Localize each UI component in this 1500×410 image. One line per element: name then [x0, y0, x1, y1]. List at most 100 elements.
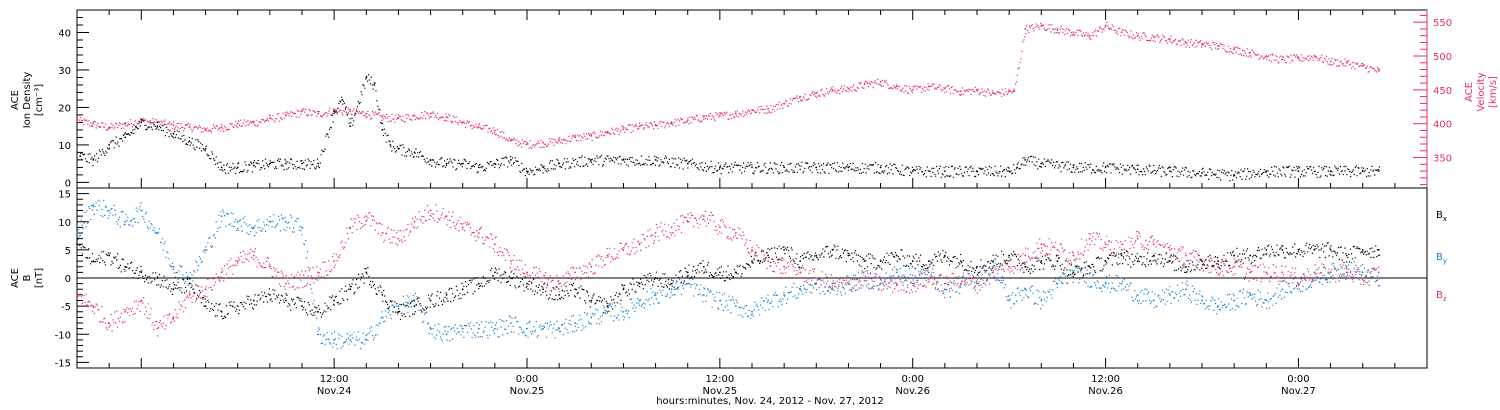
velocity-series-point	[1249, 51, 1252, 54]
bz-series-point	[172, 316, 175, 319]
velocity-series-point	[108, 126, 110, 128]
bx-series-point	[220, 310, 223, 313]
bz-series-point	[365, 215, 368, 218]
bottom-left-tick-label: 15	[58, 190, 71, 201]
density-series-point	[140, 121, 143, 124]
bottom-left-tick-label: -10	[55, 330, 71, 341]
by-series-point	[349, 339, 352, 341]
by-series-point	[590, 316, 593, 319]
bx-series-point	[333, 299, 335, 302]
density-series-point	[269, 162, 271, 165]
bx-series-point	[992, 260, 994, 262]
velocity-series-point	[76, 119, 78, 122]
velocity-series-point	[1152, 36, 1155, 38]
by-series-point	[638, 299, 641, 302]
bx-series-point	[1008, 254, 1010, 257]
by-series-point	[1377, 277, 1380, 279]
bx-series-point	[751, 260, 753, 262]
by-series-point	[252, 226, 255, 229]
bx-series-point	[1201, 260, 1203, 262]
by-series-point	[1233, 299, 1235, 302]
by-series-point	[510, 322, 512, 324]
bz-series-point	[349, 226, 352, 229]
bz-series-point	[735, 232, 737, 234]
top-right-axis-title-line: ACE	[1464, 82, 1475, 102]
bx-series-point	[686, 271, 689, 274]
bz-series-point	[285, 282, 287, 285]
bx-series-point	[799, 260, 802, 262]
velocity-series-point	[1345, 61, 1348, 64]
bz-series-point	[606, 254, 609, 257]
velocity-series-point	[269, 117, 271, 120]
by-series-point	[1136, 294, 1139, 296]
bz-series-point	[526, 271, 528, 274]
velocity-series-point	[622, 128, 625, 131]
bx-series-point	[526, 282, 528, 285]
bx-series-point	[494, 271, 496, 274]
density-series-point	[751, 166, 753, 169]
velocity-series-point	[1313, 55, 1316, 57]
velocity-series-point	[1008, 90, 1010, 93]
velocity-series-point	[558, 139, 560, 142]
by-series-point	[686, 282, 689, 285]
bottom-panel: -15 -10 -5 0 5 10 15 ACEB[nT] Bx By Bz	[10, 187, 1447, 369]
top-right-tick-label: 450	[1433, 86, 1452, 97]
bz-series-point	[590, 265, 593, 268]
density-series-point	[349, 125, 352, 128]
by-series-point	[1008, 299, 1010, 302]
velocity-series-point	[911, 89, 914, 91]
bz-series-point	[1249, 271, 1252, 274]
density-series-point	[445, 162, 448, 165]
by-series-point	[622, 310, 625, 313]
bz-series-point	[301, 277, 303, 279]
bz-series-point	[1120, 249, 1123, 251]
velocity-series-point	[992, 92, 994, 95]
velocity-series-point	[1088, 34, 1091, 37]
bx-series-point	[1361, 249, 1364, 251]
by-series-point	[1249, 294, 1252, 296]
velocity-series-point	[815, 92, 818, 95]
bx-series-point	[1265, 249, 1268, 251]
bx-series-point	[461, 288, 464, 291]
bx-series-points	[77, 237, 1380, 320]
by-series-point	[317, 333, 319, 336]
bottom-left-tick-label: 10	[58, 218, 71, 229]
density-series-point	[389, 144, 392, 146]
top-right-axis-title-line: Velocity	[1476, 72, 1487, 111]
velocity-series-point	[301, 110, 303, 113]
by-series-point	[301, 226, 303, 229]
bx-series-point	[911, 260, 914, 262]
velocity-series-point	[863, 83, 866, 86]
bx-series-point	[960, 260, 962, 262]
x-tick-label-date: Nov.25	[703, 386, 738, 397]
by-series-point	[1185, 288, 1187, 291]
bx-series-point	[735, 271, 737, 274]
velocity-series-point	[252, 121, 255, 124]
by-series-point	[558, 327, 560, 330]
density-series-point	[815, 166, 818, 169]
bx-series-point	[767, 254, 769, 257]
bx-series-point	[976, 265, 978, 268]
by-series-point	[911, 277, 914, 279]
bx-series-point	[429, 299, 432, 302]
bx-series-point	[542, 288, 544, 291]
density-series-point	[1297, 170, 1300, 173]
by-series-point	[702, 294, 705, 296]
top-right-tick-label: 400	[1433, 120, 1452, 131]
density-series-point	[429, 159, 432, 161]
velocity-series-point	[1024, 28, 1027, 30]
by-series-point	[1152, 299, 1155, 302]
bz-series-point	[1297, 277, 1300, 279]
density-series-point	[1233, 174, 1235, 176]
bx-series-point	[590, 299, 593, 302]
density-series-point	[172, 132, 175, 135]
by-series-point	[477, 327, 480, 330]
bx-series-point	[1313, 249, 1316, 251]
by-series-point	[1265, 299, 1268, 302]
bz-series-point	[108, 322, 110, 324]
by-series-point	[1201, 299, 1203, 302]
bx-series-point	[1088, 265, 1091, 268]
by-series-point	[333, 339, 335, 341]
bx-series-point	[156, 277, 159, 279]
